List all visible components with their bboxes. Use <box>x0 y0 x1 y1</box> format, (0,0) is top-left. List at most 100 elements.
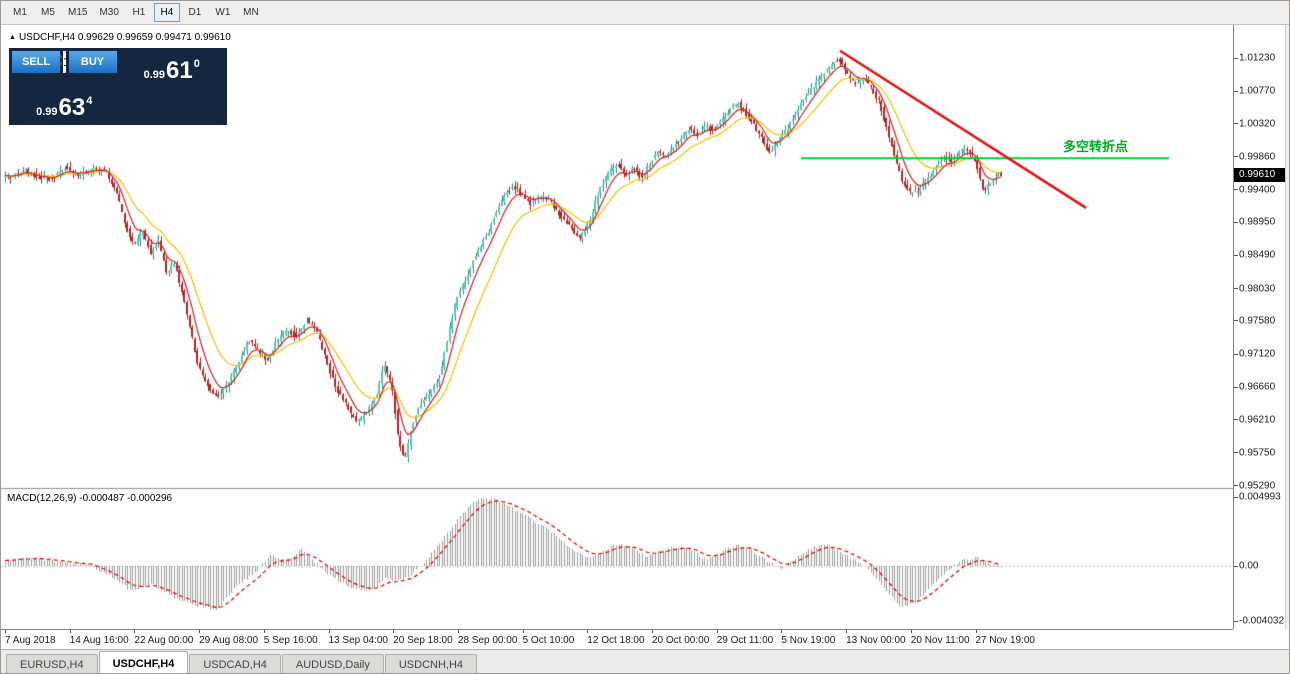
chart-tab-usdchf-h4[interactable]: USDCHF,H4 <box>98 651 189 673</box>
price-axis-label: 0.95750 <box>1239 447 1276 459</box>
timeframe-button-m5[interactable]: M5 <box>41 7 55 18</box>
timeframe-button-mn[interactable]: MN <box>243 7 259 18</box>
time-tick-mark <box>263 630 265 633</box>
time-axis-label: 20 Sep 18:00 <box>393 635 453 646</box>
price-axis-label: 0.97120 <box>1239 348 1276 360</box>
axis-tick-mark <box>1234 123 1238 125</box>
timeframe-button-w1[interactable]: W1 <box>215 7 231 18</box>
time-axis-label: 5 Sep 16:00 <box>263 635 318 646</box>
time-tick-mark <box>134 630 136 633</box>
chart-title: ▲ USDCHF,H4 0.99629 0.99659 0.99471 0.996… <box>9 32 231 43</box>
price-axis-label: 1.01230 <box>1239 52 1276 64</box>
volume-down-icon[interactable]: ▼ <box>57 62 64 68</box>
chart-tab-usdcad-h4[interactable]: USDCAD,H4 <box>189 654 281 673</box>
time-axis-label: 14 Aug 16:00 <box>69 635 129 646</box>
axis-tick-mark <box>1234 320 1238 322</box>
time-tick-mark <box>457 630 459 633</box>
time-tick-mark <box>846 630 848 633</box>
time-axis-label: 28 Sep 00:00 <box>457 635 518 646</box>
timeframe-button-m1[interactable]: M1 <box>13 7 27 18</box>
price-axis-label: -0.004032 <box>1239 615 1285 627</box>
time-axis-label: 7 Aug 2018 <box>5 635 56 646</box>
time-axis[interactable]: 7 Aug 2018 14 Aug 16:00 22 Aug 00:00 29 Aug… <box>1 629 1233 649</box>
time-axis-label: 20 Oct 00:00 <box>652 635 710 646</box>
time-axis-label: 13 Sep 04:00 <box>328 635 389 646</box>
one-click-trade-panel: SELL ▲ ▼ BUY 0.99 61 0 0.99 63 4 <box>9 48 227 125</box>
price-axis-label: 0.98490 <box>1239 249 1276 261</box>
volume-up-icon[interactable]: ▲ <box>57 54 64 60</box>
price-axis-label: 0.95290 <box>1239 480 1276 492</box>
price-axis-label: 0.00 <box>1239 560 1259 572</box>
time-tick-mark <box>393 630 395 633</box>
axis-tick-mark <box>1234 189 1238 191</box>
time-axis-label: 29 Aug 08:00 <box>199 635 259 646</box>
axis-tick-mark <box>1234 288 1238 290</box>
vertical-scrollbar <box>1285 25 1289 629</box>
axis-tick-mark <box>1234 496 1238 498</box>
time-axis-label: 5 Oct 10:00 <box>522 635 575 646</box>
time-tick-mark <box>781 630 783 633</box>
time-axis-label: 12 Oct 18:00 <box>587 635 645 646</box>
axis-tick-mark <box>1234 254 1238 256</box>
time-axis-label: 20 Nov 11:00 <box>910 635 970 646</box>
volume-field: ▲ ▼ <box>58 51 66 73</box>
time-tick-mark <box>910 630 912 633</box>
volume-spinner: ▲ ▼ <box>58 53 64 69</box>
axis-tick-mark <box>1234 221 1238 223</box>
timeframe-button-m15[interactable]: M15 <box>68 7 88 18</box>
price-axis-label: 0.98950 <box>1239 216 1276 228</box>
time-tick-mark <box>716 630 718 633</box>
price-axis-label: 0.99400 <box>1239 184 1276 196</box>
buy-price-small: 0.99 <box>36 106 58 118</box>
macd-title: MACD(12,26,9) -0.000487 -0.000296 <box>7 493 172 504</box>
price-axis-label: 0.99860 <box>1239 151 1276 163</box>
sell-price-big: 61 <box>166 57 193 84</box>
time-tick-mark <box>522 630 524 633</box>
time-tick-mark <box>69 630 71 633</box>
timeframe-button-d1[interactable]: D1 <box>188 7 202 18</box>
chart-tab-usdcnh-h4[interactable]: USDCNH,H4 <box>384 654 478 673</box>
axis-tick-mark <box>1234 452 1238 454</box>
buy-price-sup: 4 <box>86 95 93 107</box>
buy-button[interactable]: BUY <box>68 51 117 73</box>
annotation-text: 多空转折点 <box>1063 139 1129 154</box>
chart-tab-audusd-daily[interactable]: AUDUSD,Daily <box>281 654 384 673</box>
time-tick-mark <box>199 630 201 633</box>
time-tick-mark <box>975 630 977 633</box>
time-axis-label: 5 Nov 19:00 <box>781 635 836 646</box>
sell-price-sup: 0 <box>193 58 200 70</box>
axis-tick-mark <box>1234 90 1238 92</box>
time-tick-mark <box>652 630 653 633</box>
chart-title-ohlc: 0.99629 0.99659 0.99471 0.99610 <box>77 32 231 43</box>
sell-price-small: 0.99 <box>143 69 166 81</box>
price-axis-label: 0.96210 <box>1239 414 1276 426</box>
price-chart-canvas[interactable] <box>1 25 1233 629</box>
axis-tick-mark <box>1234 386 1238 388</box>
time-axis-label: 13 Nov 00:00 <box>846 635 906 646</box>
time-tick-mark <box>587 630 589 633</box>
macd-values: -0.000487 -0.000296 <box>79 493 173 504</box>
axis-tick-mark <box>1234 620 1238 622</box>
chart-title-symbol: USDCHF,H4 <box>18 32 76 43</box>
time-axis-label: 29 Oct 11:00 <box>716 635 774 646</box>
sell-price-display[interactable]: 0.99 61 0 <box>120 51 225 85</box>
price-axis-label: 0.96660 <box>1239 381 1276 393</box>
axis-tick-mark <box>1234 353 1238 355</box>
axis-tick-mark <box>1234 419 1238 421</box>
collapse-chart-icon[interactable]: ▲ <box>9 34 16 41</box>
time-axis-label: 22 Aug 00:00 <box>134 635 194 646</box>
buy-price-display[interactable]: 0.99 63 4 <box>12 88 117 122</box>
axis-tick-mark <box>1234 485 1238 487</box>
sell-button[interactable]: SELL <box>12 51 60 73</box>
price-axis-label: 0.004993 <box>1239 491 1281 503</box>
timeframe-toolbar: M1 M5 M15 M30 H1 H4 D1 W1 MN <box>1 1 1289 25</box>
timeframe-button-h1[interactable]: H1 <box>132 7 146 18</box>
current-price-box: 0.99610 <box>1234 167 1285 182</box>
timeframe-button-m30[interactable]: M30 <box>99 7 119 18</box>
chart-tab-eurusd-h4[interactable]: EURUSD,H4 <box>6 654 98 673</box>
price-axis-label: 1.00320 <box>1239 118 1276 130</box>
timeframe-button-h4[interactable]: H4 <box>153 3 180 22</box>
price-axis[interactable]: 0.99610 1.01230 1.00770 1.00320 0.99860 0.99… <box>1233 25 1285 629</box>
volume-input[interactable] <box>63 51 66 73</box>
